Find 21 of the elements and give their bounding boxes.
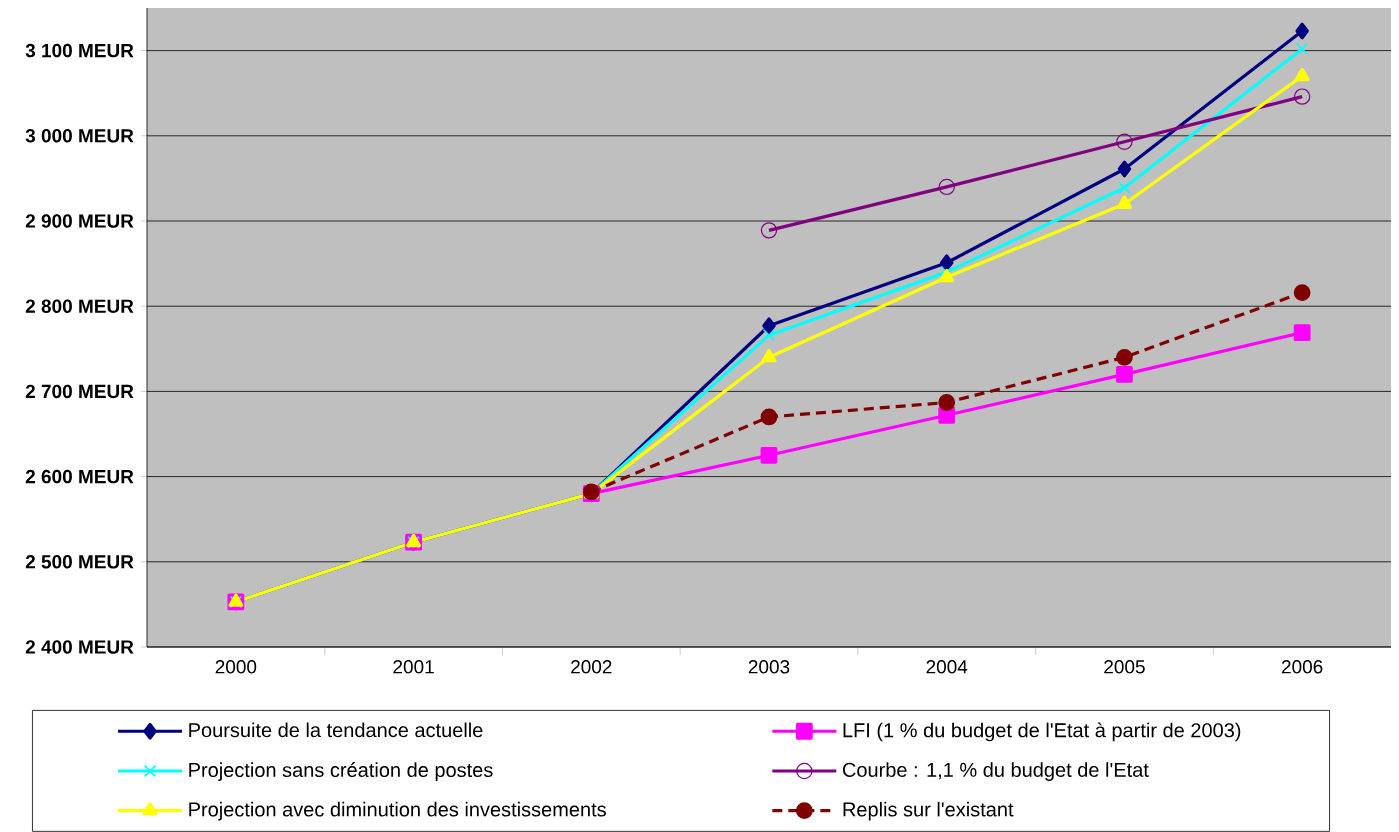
x-tick-label: 2005 — [1104, 660, 1145, 674]
x-tick-label: 2000 — [215, 660, 257, 674]
y-tick-label: 2 700 MEUR — [25, 384, 134, 399]
x-tick-label: 2003 — [748, 660, 790, 674]
y-tick-label: 2 600 MEUR — [25, 469, 134, 484]
legend-label: Projection avec diminution des investissements — [189, 801, 606, 821]
legend-label: Poursuite de la tendance actuelle — [189, 722, 483, 738]
legend-label: LFI (1 % du budget de l'Etat à partir de 2003) — [843, 722, 1241, 742]
x-tick-label: 2006 — [1281, 660, 1323, 674]
x-tick-label: 2002 — [571, 660, 612, 674]
legend-label: Courbe : 1,1 % du budget de l'Etat — [842, 762, 1149, 781]
y-tick-label: 2 900 MEUR — [25, 214, 134, 228]
y-tick-label: 2 800 MEUR — [25, 299, 134, 313]
y-tick-label: 3 000 MEUR — [25, 129, 134, 143]
legend-label: Projection sans création de postes — [189, 762, 493, 781]
y-tick-label: 2 400 MEUR — [25, 640, 134, 654]
y-tick-label: 2 500 MEUR — [25, 555, 134, 569]
x-tick-label: 2001 — [393, 660, 434, 674]
y-tick-label: 3 100 MEUR — [25, 43, 134, 58]
x-tick-label: 2004 — [926, 660, 968, 674]
legend-label: Replis sur l'existant — [843, 801, 1014, 821]
